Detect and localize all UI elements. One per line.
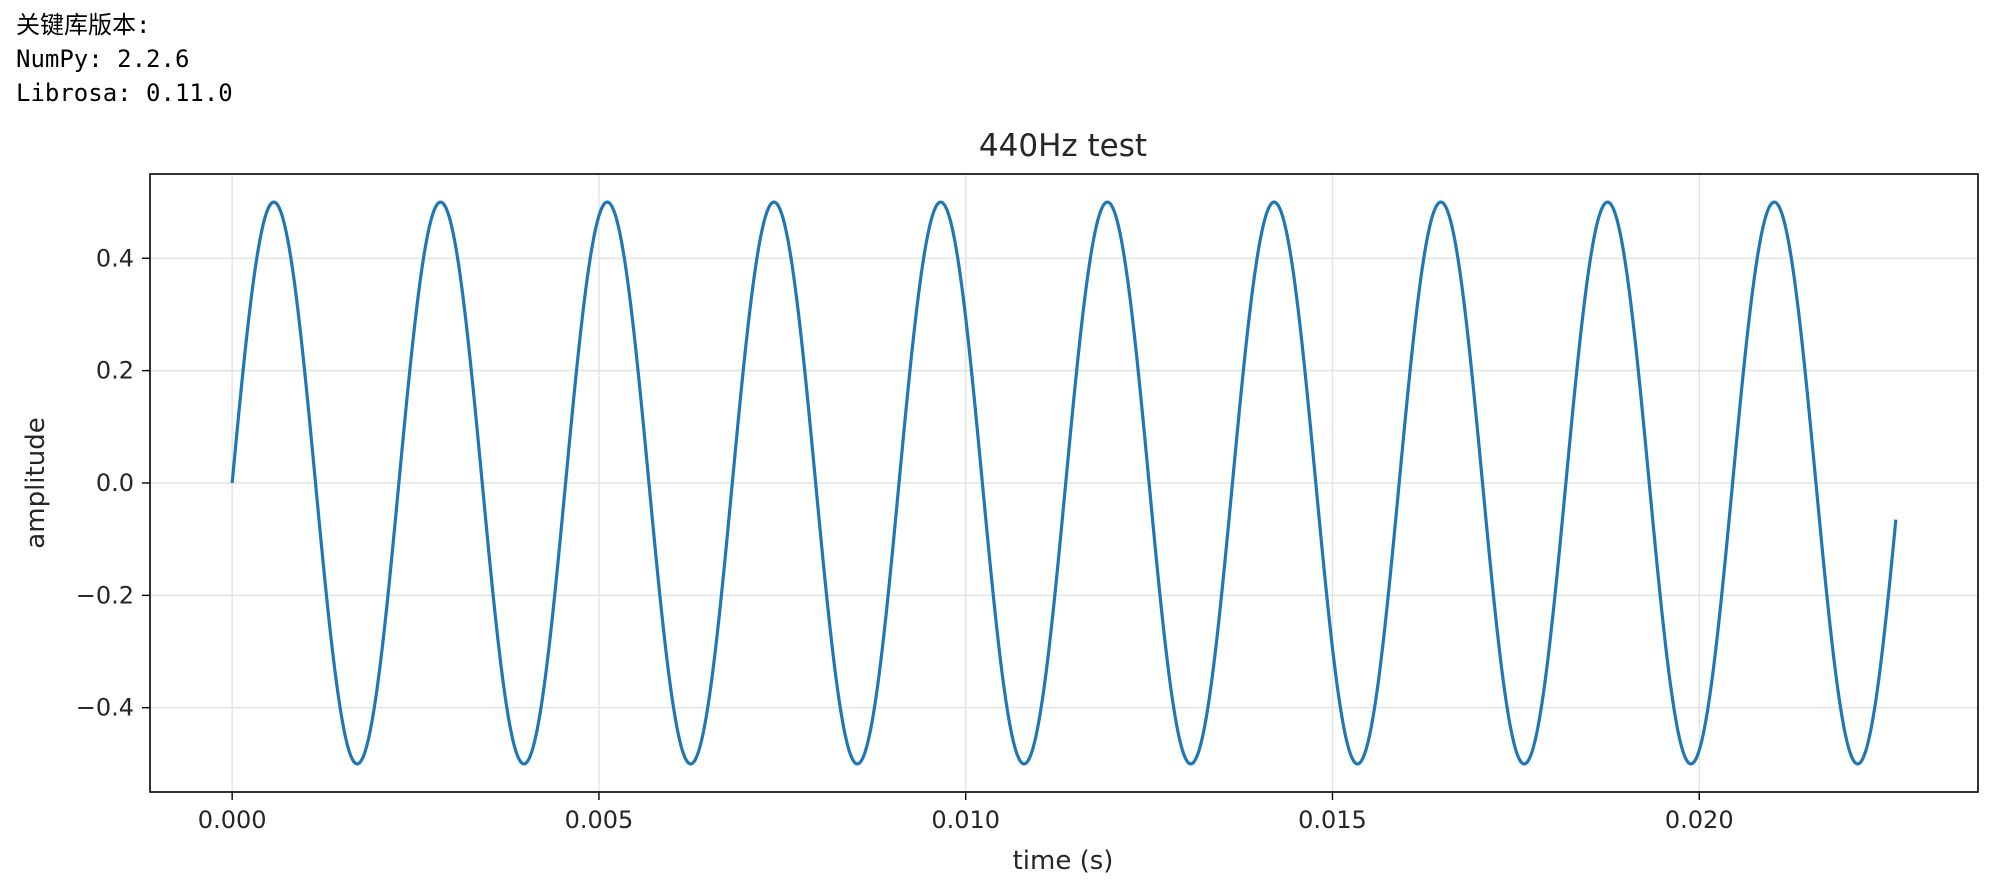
console-line-librosa: Librosa: 0.11.0	[16, 79, 233, 107]
x-tick-label: 0.020	[1665, 806, 1734, 834]
x-tick-label: 0.015	[1298, 806, 1367, 834]
console-line-header: 关键库版本:	[16, 11, 151, 39]
y-axis-label: amplitude	[21, 417, 51, 548]
y-axis: −0.4 −0.2 0.0 0.2 0.4	[76, 244, 150, 722]
console-output: 关键库版本: NumPy: 2.2.6 Librosa: 0.11.0	[16, 8, 233, 110]
x-axis: 0.000 0.005 0.010 0.015 0.020	[198, 792, 1734, 834]
series-line-sine	[230, 200, 1898, 766]
y-tick-label: 0.2	[96, 357, 134, 385]
y-tick-label: −0.4	[76, 694, 134, 722]
series-layer	[230, 200, 1898, 766]
chart-title: 440Hz test	[979, 128, 1147, 164]
x-tick-label: 0.010	[931, 806, 1000, 834]
x-tick-label: 0.000	[198, 806, 267, 834]
y-tick-label: 0.4	[96, 244, 134, 272]
x-axis-label: time (s)	[1013, 846, 1114, 876]
y-tick-label: 0.0	[96, 469, 134, 497]
x-tick-label: 0.005	[565, 806, 634, 834]
y-tick-label: −0.2	[76, 581, 134, 609]
console-line-numpy: NumPy: 2.2.6	[16, 45, 190, 73]
grid-lines	[150, 174, 1978, 792]
